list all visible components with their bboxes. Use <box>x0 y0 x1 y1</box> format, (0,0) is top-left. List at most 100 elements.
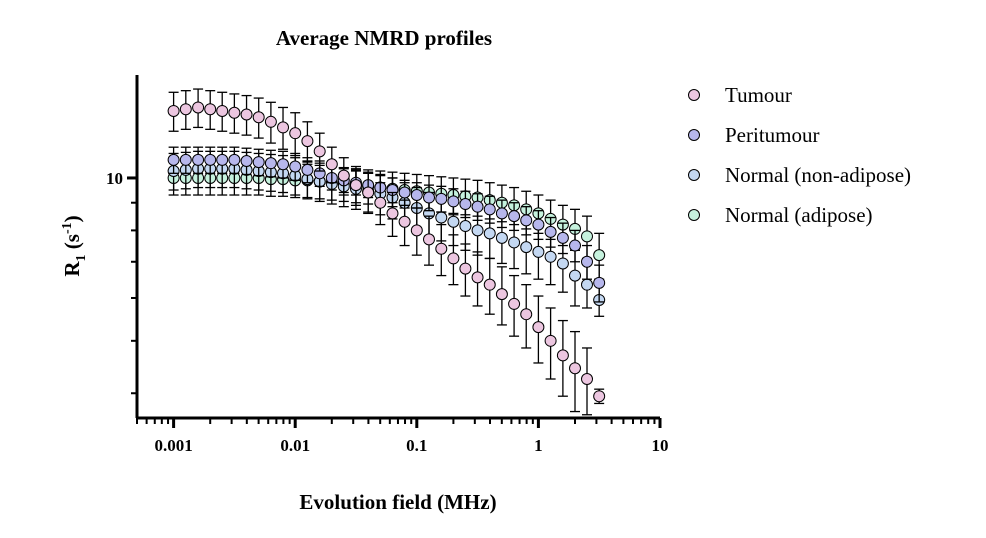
data-point <box>532 321 545 334</box>
data-point <box>301 135 314 148</box>
data-point <box>581 278 594 291</box>
data-point <box>410 189 423 202</box>
data-point <box>386 207 399 220</box>
data-point <box>349 179 362 192</box>
data-point <box>264 115 277 128</box>
y-axis-title-sub: 1 <box>74 254 89 261</box>
data-point <box>313 145 326 158</box>
data-point <box>471 271 484 284</box>
data-point <box>508 297 521 310</box>
data-point <box>471 224 484 237</box>
data-point <box>556 349 569 362</box>
legend-marker <box>688 89 700 101</box>
legend-marker <box>688 209 700 221</box>
data-point <box>459 220 472 233</box>
data-point <box>471 200 484 213</box>
data-point <box>204 103 217 116</box>
data-point <box>301 163 314 176</box>
data-point <box>240 108 253 121</box>
y-axis-title: R1 (s-1) <box>60 215 89 276</box>
data-point <box>167 153 180 166</box>
data-point <box>264 157 277 170</box>
legend-label: Normal (adipose) <box>725 203 873 227</box>
x-tick-label: 0.1 <box>406 436 427 455</box>
legend-marker <box>688 169 700 181</box>
x-tick-label: 1 <box>534 436 543 455</box>
data-point <box>192 153 205 166</box>
data-point <box>192 101 205 114</box>
data-point <box>289 127 302 140</box>
data-point <box>252 111 265 124</box>
data-point <box>325 158 338 171</box>
series-layer <box>167 88 606 416</box>
data-point <box>277 158 290 171</box>
data-point <box>544 250 557 263</box>
legend-label: Normal (non-adipose) <box>725 163 911 187</box>
y-axis-title-sup: -1 <box>60 222 75 234</box>
data-point <box>435 242 448 255</box>
data-point <box>581 255 594 268</box>
data-point <box>204 153 217 166</box>
legend-label: Peritumour <box>725 123 820 147</box>
data-point <box>435 192 448 205</box>
data-point <box>520 214 533 227</box>
axes <box>135 75 660 420</box>
data-point <box>581 373 594 386</box>
data-point <box>532 218 545 231</box>
data-point <box>252 156 265 169</box>
legend-item: Peritumour <box>688 123 820 147</box>
legend-label: Tumour <box>725 83 792 107</box>
data-point <box>569 362 582 375</box>
y-axis-title-main: R <box>60 261 84 277</box>
data-point <box>593 249 606 262</box>
data-point <box>569 239 582 252</box>
data-point <box>459 262 472 275</box>
data-point <box>240 154 253 167</box>
data-point <box>520 241 533 254</box>
data-point <box>483 203 496 216</box>
legend: Tumour Peritumour Normal (non-adipose) Norm… <box>688 83 911 227</box>
data-point <box>495 231 508 244</box>
data-point <box>593 390 606 403</box>
data-point <box>495 207 508 220</box>
legend-item: Normal (adipose) <box>688 203 873 227</box>
x-axis-title: Evolution field (MHz) <box>299 490 496 514</box>
data-point <box>593 276 606 289</box>
y-axis-title-unit-open: (s <box>60 234 84 254</box>
data-point <box>179 153 192 166</box>
data-point <box>398 186 411 199</box>
data-point <box>544 225 557 238</box>
data-point <box>374 196 387 209</box>
data-point <box>544 334 557 347</box>
legend-item: Tumour <box>688 83 792 107</box>
data-point <box>532 245 545 258</box>
data-point <box>569 269 582 282</box>
data-point <box>410 224 423 237</box>
data-point <box>289 160 302 173</box>
data-point <box>228 153 241 166</box>
data-point <box>423 191 436 204</box>
x-tick-label: 0.01 <box>280 436 310 455</box>
data-point <box>167 104 180 117</box>
data-point <box>556 231 569 244</box>
data-point <box>556 257 569 270</box>
data-point <box>179 103 192 116</box>
chart-title: Average NMRD profiles <box>276 26 492 50</box>
data-point <box>435 211 448 224</box>
x-ticks: 0.001 0.01 0.1 1 10 <box>136 418 669 455</box>
legend-item: Normal (non-adipose) <box>688 163 911 187</box>
data-point <box>508 210 521 223</box>
series-peritumour <box>167 146 606 303</box>
data-point <box>423 233 436 246</box>
data-point <box>581 230 594 243</box>
data-point <box>495 288 508 301</box>
data-point <box>277 121 290 134</box>
data-point <box>362 186 375 199</box>
data-point <box>447 195 460 208</box>
data-point <box>228 106 241 119</box>
series-tumour <box>167 88 606 416</box>
y-tick-label: 10 <box>106 169 123 188</box>
data-point <box>483 278 496 291</box>
y-ticks: 10 <box>106 169 137 395</box>
